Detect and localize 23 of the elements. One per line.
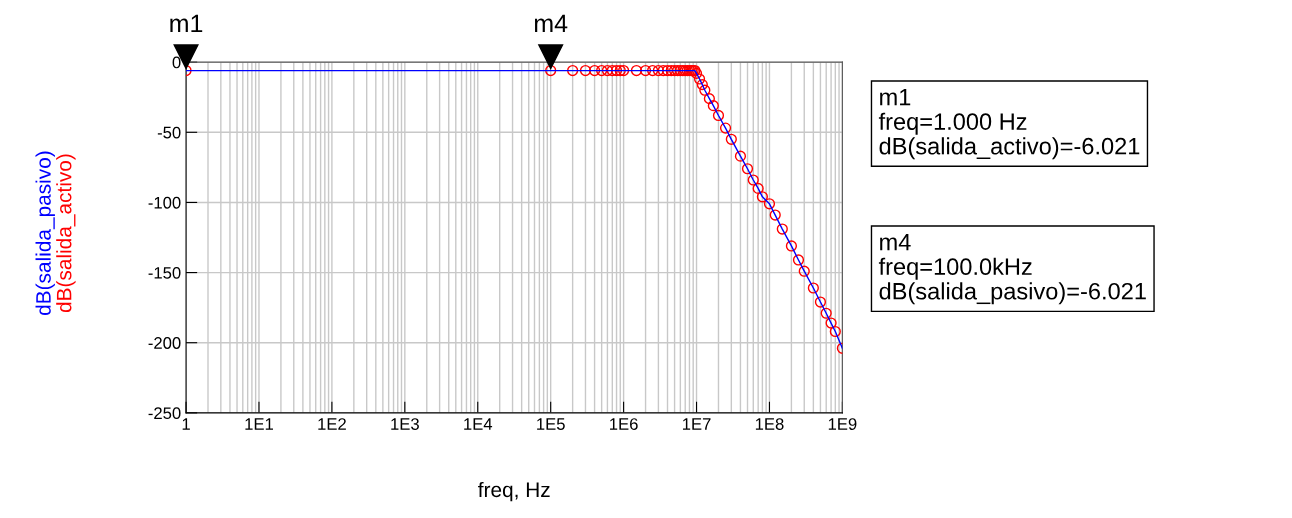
y-tick-label: -50 [157, 126, 181, 139]
x-tick-label: 1E5 [537, 418, 565, 430]
x-tick-label: 1E7 [682, 418, 711, 430]
y-tick-label: -200 [148, 337, 181, 349]
text: dB(salida_activo) [56, 154, 76, 313]
annotation: m4 [534, 14, 568, 33]
x-tick-label: 1E8 [755, 418, 784, 430]
y-tick-label: -100 [148, 196, 181, 209]
x-axis-title: freq, Hz [478, 481, 550, 502]
y-tick-label: -150 [148, 266, 181, 279]
x-tick-label: 1 [182, 418, 190, 430]
x-tick-label: 1E2 [318, 418, 346, 430]
text: dB(salida_pasivo) [35, 151, 55, 316]
x-tick-label: 1E1 [245, 418, 273, 430]
text: m4 freq=100.0kHz dB(salida_pasivo)=-6.021 [878, 233, 1146, 305]
text: m1 freq=1.000 Hz dB(salida_activo)=-6.021 [878, 88, 1140, 160]
x-tick-label: 1E6 [610, 418, 638, 430]
x-tick-label: 1E4 [464, 418, 493, 430]
x-tick-label: 1E3 [391, 418, 419, 430]
y-tick-label: 0 [172, 56, 181, 69]
x-tick-label: 1E9 [828, 418, 857, 430]
y-tick-label: -250 [148, 407, 181, 420]
annotation: m1 [170, 14, 203, 33]
